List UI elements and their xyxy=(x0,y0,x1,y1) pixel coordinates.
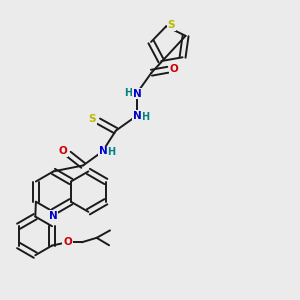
Text: N: N xyxy=(133,111,142,121)
Text: N: N xyxy=(133,88,142,98)
Text: O: O xyxy=(170,64,179,74)
Text: S: S xyxy=(168,20,175,30)
Text: S: S xyxy=(88,114,96,124)
Text: N: N xyxy=(99,146,107,157)
Text: H: H xyxy=(124,88,132,98)
Text: H: H xyxy=(142,112,150,122)
Text: O: O xyxy=(58,146,67,156)
Text: H: H xyxy=(107,147,116,158)
Text: N: N xyxy=(49,211,58,221)
Text: O: O xyxy=(63,237,72,247)
